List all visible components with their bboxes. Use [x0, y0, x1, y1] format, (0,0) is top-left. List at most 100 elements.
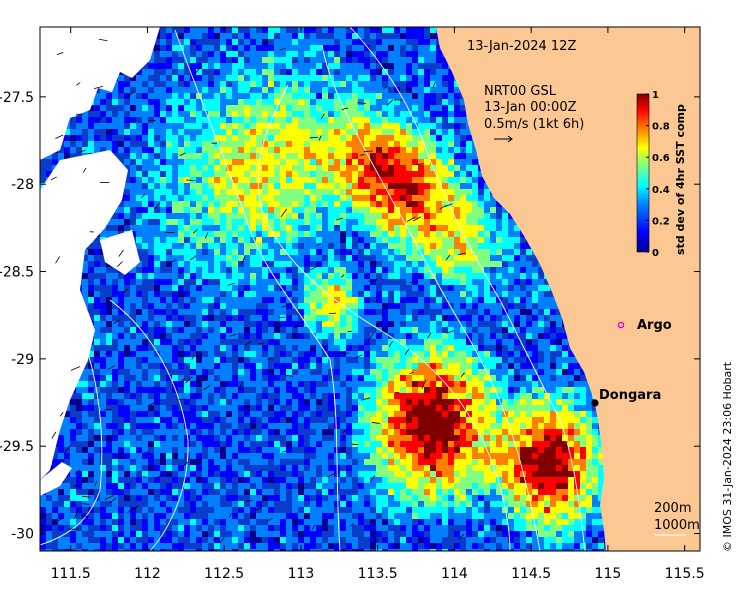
current-vector [194, 393, 198, 397]
speed-scale-arrow [494, 135, 513, 143]
current-vector [413, 427, 422, 432]
current-vector [195, 67, 201, 74]
current-vector [427, 332, 432, 339]
plot-frame [39, 26, 701, 552]
speed-scale-label: 0.5m/s (1kt 6h) [484, 117, 584, 132]
current-vector [439, 205, 446, 210]
current-vector [461, 148, 465, 154]
colorbar-title: std dev of 4hr SST comp [674, 104, 687, 255]
current-vector [185, 376, 193, 384]
current-vector [267, 358, 274, 360]
current-vector [368, 279, 378, 282]
colorbar-tick-label: 0.4 [652, 185, 670, 196]
colorbar-ticks: 0 0.2 0.4 0.6 0.8 1 [646, 90, 670, 259]
axis-ticks: 111.5 112 112.5 113 113.5 114 114.5 115 115.5 -27… [0, 27, 705, 582]
current-vector [388, 45, 394, 48]
current-vector [458, 533, 465, 540]
current-vector [93, 85, 104, 89]
current-vector [360, 397, 371, 401]
land-area [436, 27, 700, 551]
current-vector [98, 38, 108, 42]
current-vector [279, 47, 286, 51]
y-tick-label: -27.5 [0, 90, 34, 106]
current-vector [278, 316, 286, 319]
current-vector [415, 163, 425, 166]
current-vector [280, 208, 288, 218]
current-vector [351, 443, 359, 446]
y-tick-label: -29.5 [0, 439, 34, 455]
x-tick-label: 112.5 [204, 566, 244, 582]
colorbar-tick-label: 0 [652, 248, 659, 259]
current-vector [81, 515, 90, 518]
current-vector [94, 480, 98, 487]
date-label: 13-Jan-2024 12Z [467, 39, 576, 54]
current-vector [104, 351, 110, 355]
x-tick-label: 111.5 [51, 566, 91, 582]
current-vector [51, 431, 57, 439]
current-vector [445, 254, 451, 261]
current-vector [113, 319, 120, 324]
x-tick-label: 113.5 [358, 566, 398, 582]
current-vector [55, 256, 61, 264]
current-vector [237, 381, 244, 391]
current-vector [116, 261, 123, 268]
current-vector [103, 408, 112, 411]
current-vector [388, 341, 393, 347]
current-vector [82, 503, 90, 505]
x-tick-label: 115.5 [665, 566, 705, 582]
current-vector [341, 107, 349, 111]
current-vector [178, 398, 186, 400]
current-vector [370, 540, 379, 543]
current-vector [342, 429, 347, 434]
current-vector [109, 497, 117, 504]
current-vector [154, 202, 161, 210]
current-vector [347, 330, 352, 333]
current-vector [189, 255, 197, 261]
current-vector [311, 524, 316, 531]
current-vector [406, 202, 413, 207]
current-vector [340, 274, 345, 278]
current-vector [357, 102, 366, 105]
current-vector [404, 348, 410, 355]
current-vector [310, 264, 320, 271]
current-vector [408, 371, 414, 375]
current-vector [443, 438, 449, 444]
current-vector [284, 374, 293, 377]
current-vector [309, 136, 318, 139]
x-tick-label: 115 [595, 566, 622, 582]
contour-label-200m: 200m [654, 501, 691, 516]
current-vector [212, 537, 218, 541]
current-vector [249, 88, 253, 93]
current-vector [182, 461, 189, 467]
current-vector [107, 365, 116, 371]
current-vector [369, 333, 374, 340]
colorbar-tick-label: 0.8 [652, 122, 670, 133]
colorbar-tick-label: 0.6 [652, 153, 670, 164]
contour-label-1000m: 1000m [654, 518, 700, 533]
dongara-marker [591, 399, 599, 407]
cloud-mask [40, 27, 160, 496]
current-vector [149, 400, 158, 406]
current-vector [245, 500, 253, 502]
x-tick-label: 113 [288, 566, 315, 582]
bathymetry-contours [40, 27, 586, 551]
current-vector [339, 352, 350, 354]
current-vector [73, 510, 79, 519]
x-tick-label: 112 [134, 566, 161, 582]
current-time-label: 13-Jan 00:00Z [484, 100, 577, 115]
current-vector [412, 216, 422, 222]
current-vector [64, 445, 71, 453]
current-vector [335, 217, 343, 221]
current-vector [172, 259, 177, 263]
current-vector [204, 232, 209, 239]
y-tick-label: -30 [11, 527, 34, 543]
current-vector [156, 473, 165, 479]
current-vector [318, 135, 322, 141]
current-vector [355, 354, 363, 359]
current-vector [293, 325, 303, 328]
current-vector [126, 91, 134, 99]
current-vector [118, 249, 124, 257]
current-vector [373, 538, 380, 540]
current-vector [76, 82, 81, 86]
